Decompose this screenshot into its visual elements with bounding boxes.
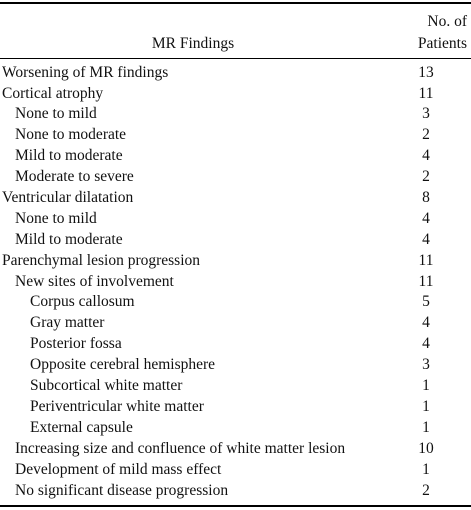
row-count: 1 [422,397,430,415]
row-label: Periventricular white matter [30,397,204,415]
header-count-line1: No. of [427,13,467,30]
row-count: 3 [422,105,430,123]
row-count: 3 [422,356,430,374]
table-row: None to mild 3 [0,104,471,125]
table-row: Subcortical white matter 1 [0,375,471,396]
row-count: 4 [422,314,430,332]
table-row: None to moderate 2 [0,125,471,146]
table-row: None to mild 4 [0,208,471,229]
row-label: Posterior fossa [30,335,122,353]
row-count: 5 [422,293,430,311]
table-row: Development of mild mass effect 1 [0,459,471,480]
table-body: Worsening of MR findings 13 Cortical atrop… [0,62,471,501]
row-label: None to moderate [15,126,127,144]
table-row: Gray matter 4 [0,313,471,334]
table-row: New sites of involvement 11 [0,271,471,292]
table-row: Mild to moderate 4 [0,146,471,167]
row-count: 11 [418,84,434,102]
table-row: Opposite cerebral hemisphere 3 [0,354,471,375]
row-count: 4 [422,335,430,353]
table-row: Cortical atrophy 11 [0,83,471,104]
row-label: Moderate to severe [15,168,134,186]
row-label: Ventricular dilatation [2,189,134,207]
row-label: Mild to moderate [15,147,123,165]
top-rule [0,2,471,4]
row-label: Increasing size and confluence of white … [15,439,346,457]
row-count: 8 [422,189,430,207]
row-label: Subcortical white matter [30,377,183,395]
row-label: Worsening of MR findings [2,63,169,81]
row-count: 10 [418,439,434,457]
header-mr-findings: MR Findings [151,35,235,52]
table-row: No significant disease progression 2 [0,480,471,501]
row-count: 4 [422,147,430,165]
table-row: Periventricular white matter 1 [0,396,471,417]
table-row: Mild to moderate 4 [0,229,471,250]
table-row: Posterior fossa 4 [0,334,471,355]
row-count: 1 [422,418,430,436]
row-count: 11 [418,272,434,290]
row-label: Opposite cerebral hemisphere [30,356,216,374]
row-count: 4 [422,209,430,227]
table-row: Corpus callosum 5 [0,292,471,313]
row-label: Development of mild mass effect [15,460,222,478]
row-label: Mild to moderate [15,230,123,248]
row-label: External capsule [30,418,133,436]
row-label: Cortical atrophy [2,84,104,102]
row-count: 13 [418,63,434,81]
table-row: External capsule 1 [0,417,471,438]
row-label: No significant disease progression [15,481,229,499]
row-count: 2 [422,481,430,499]
header-rule [0,58,471,59]
bottom-rule [0,505,471,507]
row-count: 2 [422,126,430,144]
row-count: 11 [418,251,434,269]
table-row: Worsening of MR findings 13 [0,62,471,83]
table-row: Parenchymal lesion progression 11 [0,250,471,271]
row-count: 4 [422,230,430,248]
row-label: Parenchymal lesion progression [2,251,201,269]
table-row: Increasing size and confluence of white … [0,438,471,459]
row-count: 1 [422,377,430,395]
row-label: Corpus callosum [30,293,135,311]
table-row: Ventricular dilatation 8 [0,187,471,208]
row-count: 2 [422,168,430,186]
table-row: Moderate to severe 2 [0,166,471,187]
row-label: None to mild [15,105,97,123]
row-count: 1 [422,460,430,478]
row-label: None to mild [15,209,97,227]
row-label: New sites of involvement [15,272,174,290]
header-count-line2: Patients [417,35,467,52]
row-label: Gray matter [30,314,105,332]
